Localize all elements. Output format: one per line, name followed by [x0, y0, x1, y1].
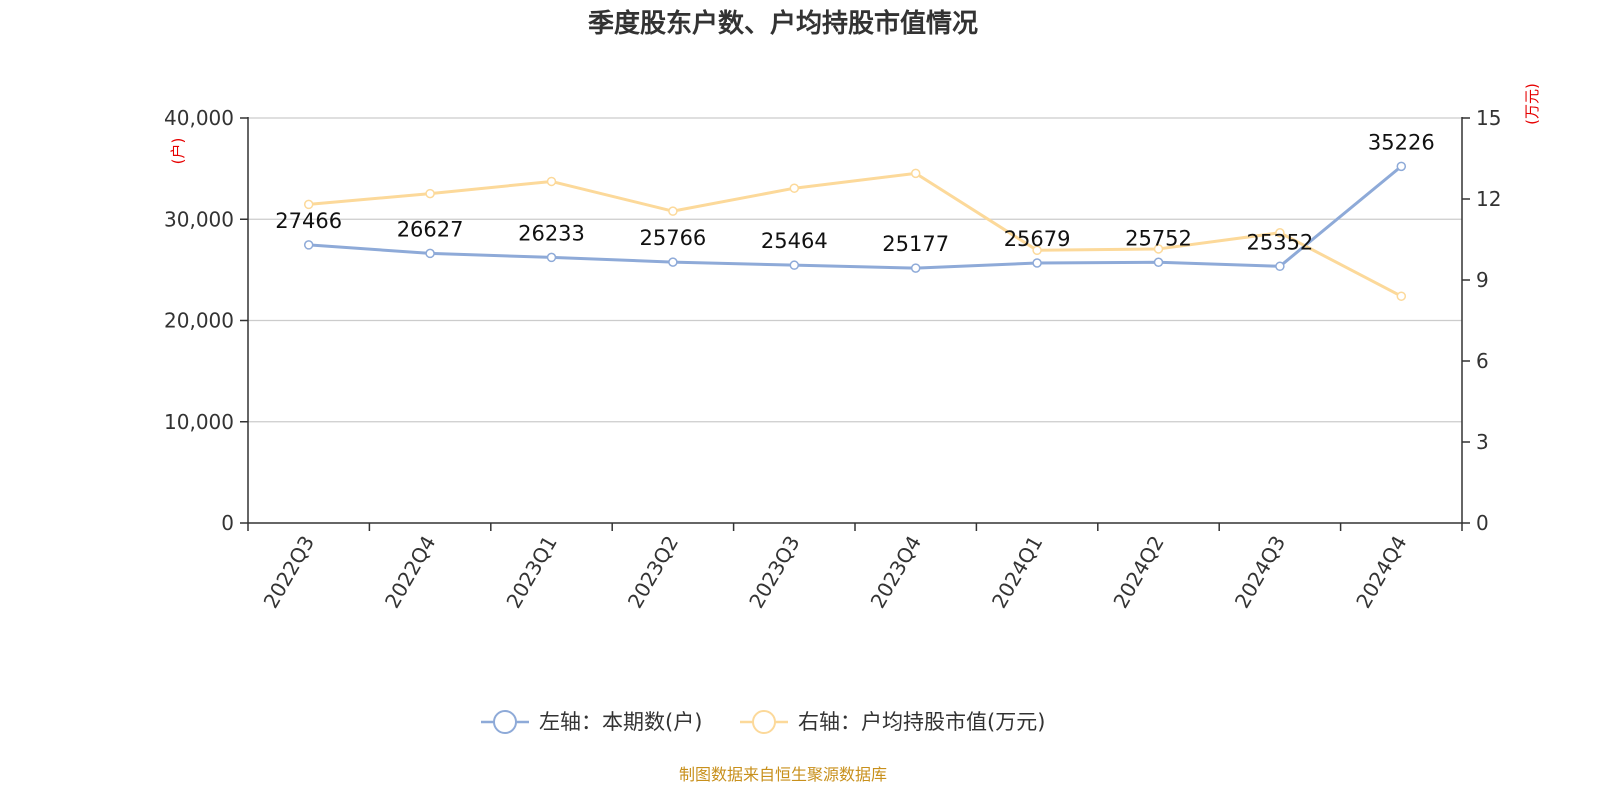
series-point-0: [789, 260, 800, 270]
x-tick-label: 2023Q1: [501, 532, 561, 613]
legend-marker-left: [493, 710, 517, 734]
right-tick-label: 12: [1476, 187, 1501, 211]
data-label: 26627: [397, 217, 464, 241]
series-layer: [303, 161, 1407, 301]
series-point-0: [1396, 161, 1407, 172]
series-point-1: [1275, 228, 1285, 238]
series-point-0: [1032, 258, 1042, 268]
series-line-1: [308, 171, 1402, 298]
data-labels: 27466 26627 26233 25766 25464 25177 25679 25752…: [275, 130, 1434, 256]
series-point-1: [1032, 245, 1042, 256]
series-point-1: [789, 183, 800, 193]
legend-item-left[interactable]: 左轴：本期数(户): [481, 710, 702, 734]
right-tick-label: 6: [1476, 349, 1489, 373]
x-tick-label: 2023Q2: [623, 532, 683, 613]
data-label: 35226: [1368, 130, 1435, 154]
right-tick-label: 0: [1476, 511, 1489, 535]
data-label: 25679: [1004, 227, 1071, 251]
series-point-0: [1153, 257, 1164, 268]
data-label: 25177: [882, 232, 949, 256]
legend-label-left: 左轴：本期数(户): [539, 710, 702, 734]
x-tick-label: 2023Q4: [866, 532, 926, 613]
right-axis-unit: (万元): [1523, 83, 1541, 125]
source-note: 制图数据来自恒生聚源数据库: [679, 765, 887, 784]
x-tick-label: 2022Q3: [259, 532, 319, 613]
x-tick-label: 2024Q2: [1108, 532, 1168, 613]
chart-title: 季度股东户数、户均持股市值情况: [588, 8, 978, 39]
right-tick-label: 3: [1476, 430, 1489, 454]
x-tick-label: 2024Q4: [1351, 532, 1411, 613]
series-point-1: [668, 206, 678, 216]
series-point-1: [910, 168, 921, 179]
series-line-0: [308, 165, 1403, 270]
series-point-1: [303, 199, 314, 210]
legend-marker-right: [752, 710, 776, 734]
data-label: 26233: [518, 221, 585, 245]
series-point-1: [1153, 244, 1164, 254]
legend-item-right[interactable]: 右轴：户均持股市值(万元): [740, 710, 1045, 734]
data-label: 25464: [761, 229, 828, 253]
data-label: 27466: [275, 209, 342, 233]
series-point-0: [1275, 261, 1285, 272]
x-tick-label: 2024Q3: [1230, 532, 1290, 613]
left-tick-label: 10,000: [164, 410, 234, 434]
axes: 0 10,000 20,000 30,000 40,000 0 3 6 9 12 15 2022Q3 2…: [164, 106, 1501, 612]
data-label: 25766: [639, 226, 706, 250]
right-tick-label: 9: [1476, 268, 1489, 292]
series-point-1: [425, 188, 435, 199]
left-tick-label: 40,000: [164, 106, 234, 130]
x-tick-label: 2022Q4: [380, 532, 440, 613]
series-point-1: [1396, 291, 1407, 301]
series-point-0: [668, 257, 678, 267]
data-label: 25752: [1125, 226, 1192, 250]
x-tick-label: 2023Q3: [744, 532, 804, 613]
grid-lines: [248, 117, 1462, 423]
series-point-0: [425, 248, 435, 259]
legend-label-right: 右轴：户均持股市值(万元): [798, 710, 1045, 734]
left-axis-unit: (户): [169, 138, 187, 165]
series-point-0: [546, 252, 557, 263]
x-tick-label: 2024Q1: [987, 532, 1047, 613]
left-tick-label: 20,000: [164, 309, 234, 333]
series-point-0: [910, 263, 921, 273]
left-tick-label: 30,000: [164, 207, 234, 231]
data-label: 25352: [1246, 230, 1313, 254]
legend: 左轴：本期数(户) 右轴：户均持股市值(万元): [481, 710, 1045, 734]
series-point-1: [546, 176, 557, 187]
left-tick-label: 0: [221, 511, 234, 535]
series-point-0: [303, 240, 314, 250]
right-tick-label: 15: [1476, 106, 1501, 130]
